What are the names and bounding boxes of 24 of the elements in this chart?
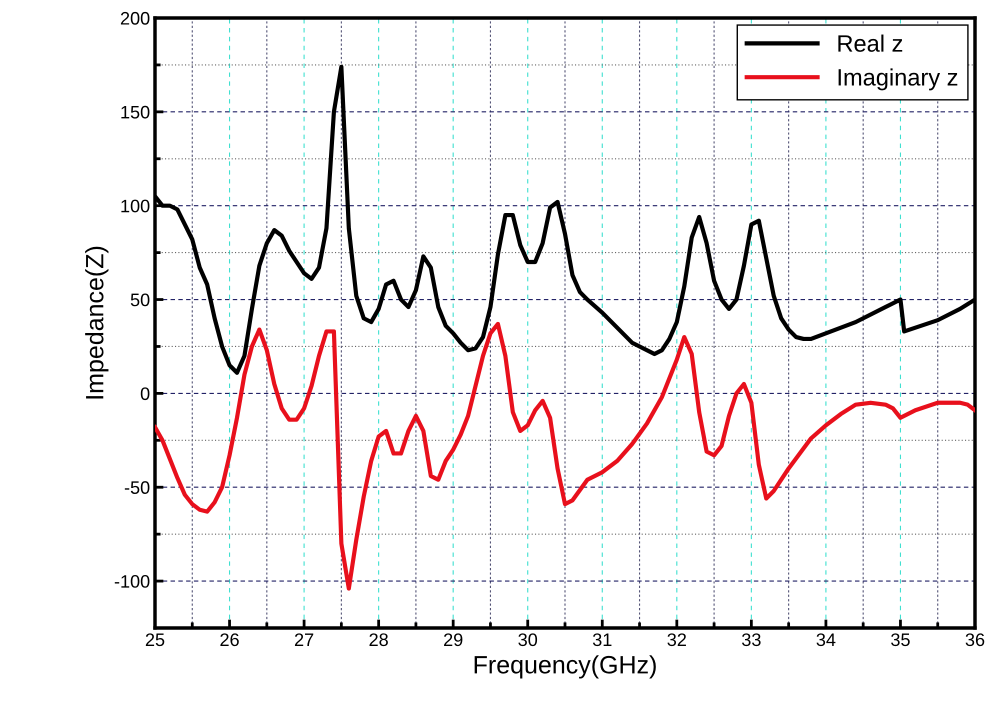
legend-label: Imaginary z [838,68,958,90]
x-tick-label: 25 [146,633,164,646]
line-series [155,322,975,591]
x-tick-label: 27 [294,633,314,646]
y-tick-label: -50 [124,481,150,494]
x-tick-label: 29 [444,633,462,646]
x-tick-label: 26 [220,633,239,646]
x-tick-label: 35 [891,633,910,646]
legend-label: Real z [838,34,902,52]
x-axis-title: Frequency(GHz) [474,655,656,679]
x-tick-label: 30 [518,633,538,646]
x-tick-label: 33 [742,633,761,646]
y-tick-label: 150 [121,106,150,119]
x-tick-label: 34 [816,633,836,646]
y-tick-label: 100 [121,200,150,212]
x-tick-label: 32 [667,633,686,646]
y-tick-label: 0 [140,387,150,400]
x-tick-label: 28 [370,633,388,646]
x-tick-label: 36 [966,633,984,646]
y-tick-label: 200 [120,12,150,25]
y-tick-label: 50 [130,293,150,306]
y-axis-title: Impedance(Z) [85,246,108,398]
x-tick-label: 31 [592,633,612,646]
y-tick-label: -100 [114,575,150,588]
